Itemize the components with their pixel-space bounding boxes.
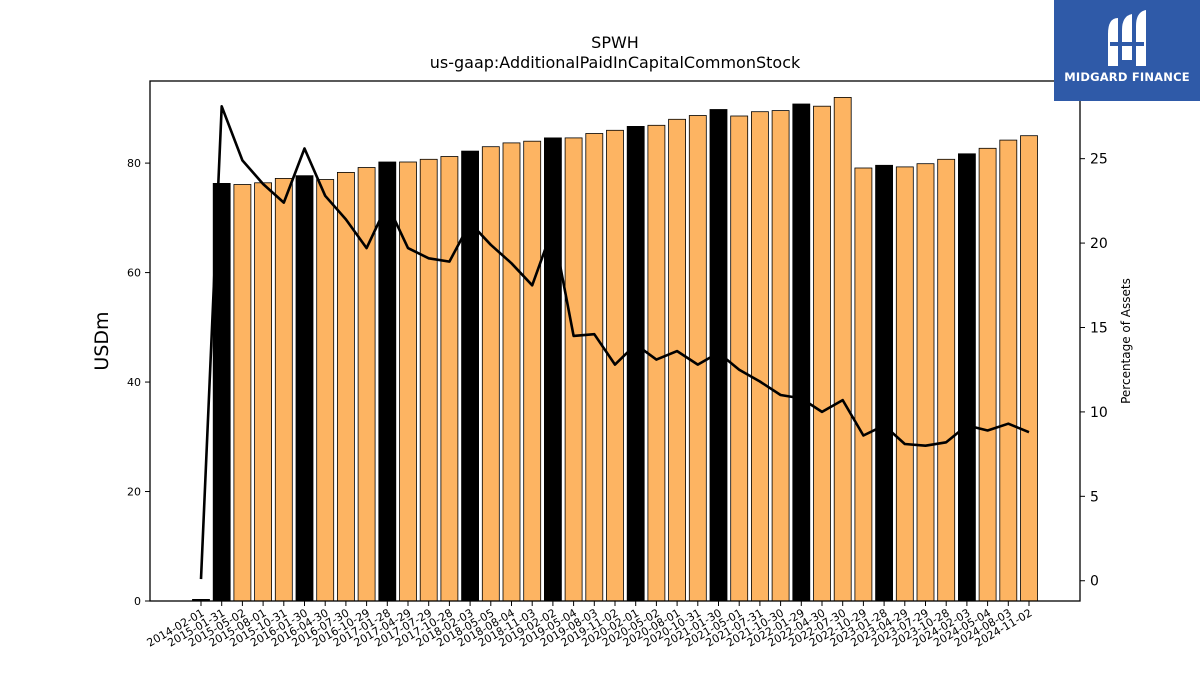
- bar: [833, 97, 852, 602]
- bar: [481, 146, 500, 602]
- bar: [419, 158, 438, 602]
- y2-tick-label: 25: [1090, 152, 1108, 168]
- bar: [771, 110, 790, 602]
- bar: [999, 139, 1018, 602]
- bar: [295, 175, 314, 602]
- bar: [585, 133, 604, 602]
- y2-tick-label: 0: [1090, 574, 1099, 590]
- bar: [813, 105, 831, 602]
- bar: [440, 156, 459, 602]
- y2-tick-label: 20: [1090, 236, 1108, 252]
- bar: [958, 153, 976, 602]
- bar: [978, 147, 997, 602]
- y2-tick-label: 15: [1090, 320, 1108, 336]
- bar: [895, 166, 914, 602]
- bar: [668, 118, 686, 602]
- y-tick-label: 80: [127, 157, 141, 170]
- brand-name: MIDGARD FINANCE: [1064, 70, 1190, 84]
- bar: [730, 115, 749, 602]
- line-layer: [199, 105, 1030, 580]
- bar: [875, 164, 893, 602]
- bar: [751, 111, 769, 602]
- y-tick-label: 20: [127, 486, 141, 499]
- y-tick-label: 40: [127, 376, 141, 389]
- bar: [937, 158, 956, 602]
- y2-axis-label: Percentage of Assets: [1119, 278, 1133, 404]
- bar: [916, 163, 935, 602]
- bar: [378, 161, 397, 602]
- bars-layer: [192, 97, 1038, 602]
- bar: [626, 126, 645, 602]
- y-axis-label: USDm: [91, 311, 113, 370]
- bar: [233, 184, 252, 602]
- y-axis: 0 20 40 60 80: [127, 157, 150, 608]
- bar: [399, 161, 417, 602]
- bar: [274, 177, 293, 602]
- y-tick-label: 0: [134, 595, 141, 608]
- bar: [564, 137, 583, 602]
- bar: [336, 171, 355, 602]
- bar: [523, 140, 542, 602]
- midgard-logo-icon: [1108, 10, 1146, 66]
- y2-axis: 0 5 10 15 20 25: [1080, 152, 1108, 590]
- x-axis: 2014-02-012015-01-312015-05-022015-08-01…: [145, 601, 1035, 650]
- bar: [792, 103, 811, 602]
- series-line: [199, 105, 1030, 580]
- bar: [1020, 135, 1038, 602]
- brand-logo: MIDGARD FINANCE: [1054, 0, 1200, 101]
- bar: [544, 137, 562, 602]
- chart-title: SPWH: [591, 33, 639, 52]
- bar: [647, 124, 666, 602]
- chart-subtitle: us-gaap:AdditionalPaidInCapitalCommonSto…: [430, 53, 801, 72]
- y-tick-label: 60: [127, 267, 141, 280]
- bar: [688, 115, 707, 602]
- bar: [254, 182, 273, 602]
- y2-tick-label: 10: [1090, 405, 1108, 421]
- bar: [316, 179, 335, 602]
- bar: [854, 167, 873, 602]
- bar: [461, 150, 480, 602]
- bar: [502, 142, 521, 602]
- y2-tick-label: 5: [1090, 489, 1099, 505]
